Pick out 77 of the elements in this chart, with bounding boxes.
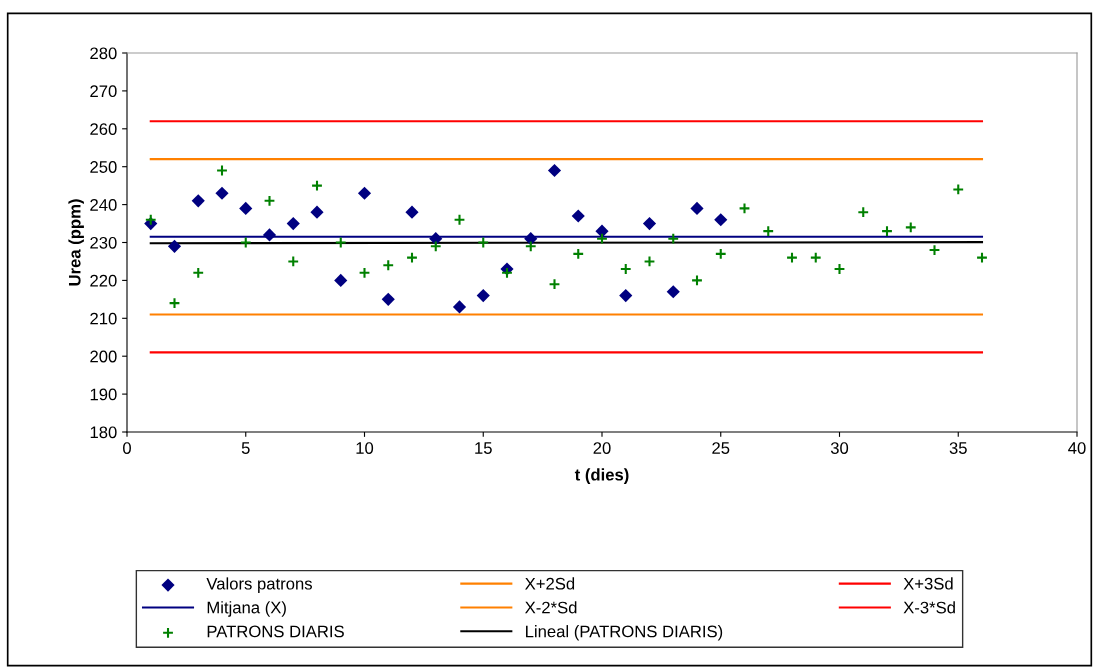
x-tick-label: 30 — [830, 442, 849, 454]
point — [619, 288, 633, 303]
legend-label: Valors patrons — [206, 577, 312, 593]
legend-label: X+2Sd — [525, 577, 575, 590]
point — [952, 183, 965, 196]
y-tick-label: 260 — [90, 123, 117, 135]
point — [452, 300, 467, 314]
x-axis-title: t (dies) — [574, 468, 629, 484]
y-tick-label: 240 — [90, 199, 117, 211]
legend-label: Lineal (PATRONS DIARIS) — [526, 625, 723, 641]
point — [429, 240, 442, 253]
point — [381, 292, 395, 306]
point — [833, 263, 846, 275]
point — [429, 232, 443, 246]
x-tick-label: 25 — [712, 442, 730, 454]
point — [619, 263, 632, 275]
point — [666, 285, 680, 299]
point — [334, 236, 347, 249]
point — [524, 232, 538, 246]
x-tick-label: 20 — [593, 442, 611, 454]
point — [571, 209, 585, 223]
point — [215, 186, 229, 200]
point — [406, 251, 418, 264]
y-tick-label: 190 — [90, 388, 117, 401]
point — [809, 251, 822, 264]
y-axis-title: Urea (ppm) — [68, 199, 84, 286]
y-tick-label: 180 — [90, 426, 117, 439]
y-tick-label: 230 — [90, 236, 117, 249]
point — [667, 232, 680, 245]
x-tick-label: 10 — [356, 442, 374, 454]
point — [477, 236, 490, 249]
point — [690, 201, 704, 215]
legend-label: X-2*Sd — [525, 601, 577, 614]
y-tick-label: 210 — [90, 312, 117, 325]
y-tick-label: 280 — [90, 47, 117, 60]
point — [714, 213, 728, 227]
point — [239, 236, 252, 249]
point — [310, 205, 324, 219]
point — [382, 259, 395, 272]
point — [524, 240, 537, 253]
point — [167, 239, 182, 253]
point — [596, 232, 608, 245]
legend-label: PATRONS DIARIS — [207, 625, 344, 638]
point — [311, 179, 323, 192]
point — [453, 213, 466, 226]
point — [287, 255, 300, 268]
point — [144, 213, 157, 226]
point — [976, 251, 988, 264]
x-tick-label: 40 — [1068, 442, 1086, 454]
point — [595, 224, 609, 238]
y-tick-label: 270 — [90, 85, 117, 98]
y-tick-label: 250 — [90, 161, 117, 173]
point — [239, 201, 253, 215]
point — [642, 216, 657, 231]
point — [262, 228, 277, 242]
x-tick-label: 15 — [475, 442, 492, 454]
point — [476, 288, 490, 303]
point — [357, 186, 372, 200]
point — [691, 274, 703, 287]
point — [334, 273, 348, 287]
point — [786, 251, 798, 264]
legend-label: Mitjana (X) — [207, 601, 286, 617]
x-tick-label: 35 — [949, 442, 967, 454]
y-tick-label: 220 — [90, 274, 117, 287]
point — [904, 221, 917, 234]
x-tick-label: 5 — [241, 442, 250, 454]
point — [738, 202, 751, 215]
x-tick-label: 0 — [123, 442, 131, 454]
y-tick-label: 200 — [90, 350, 117, 363]
point — [547, 163, 562, 178]
point — [286, 216, 300, 231]
point — [643, 255, 656, 268]
legend-label: X-3*Sd — [903, 601, 955, 614]
point — [405, 205, 419, 219]
point — [191, 194, 205, 208]
legend-label: X+3Sd — [903, 577, 953, 590]
point — [216, 164, 228, 177]
